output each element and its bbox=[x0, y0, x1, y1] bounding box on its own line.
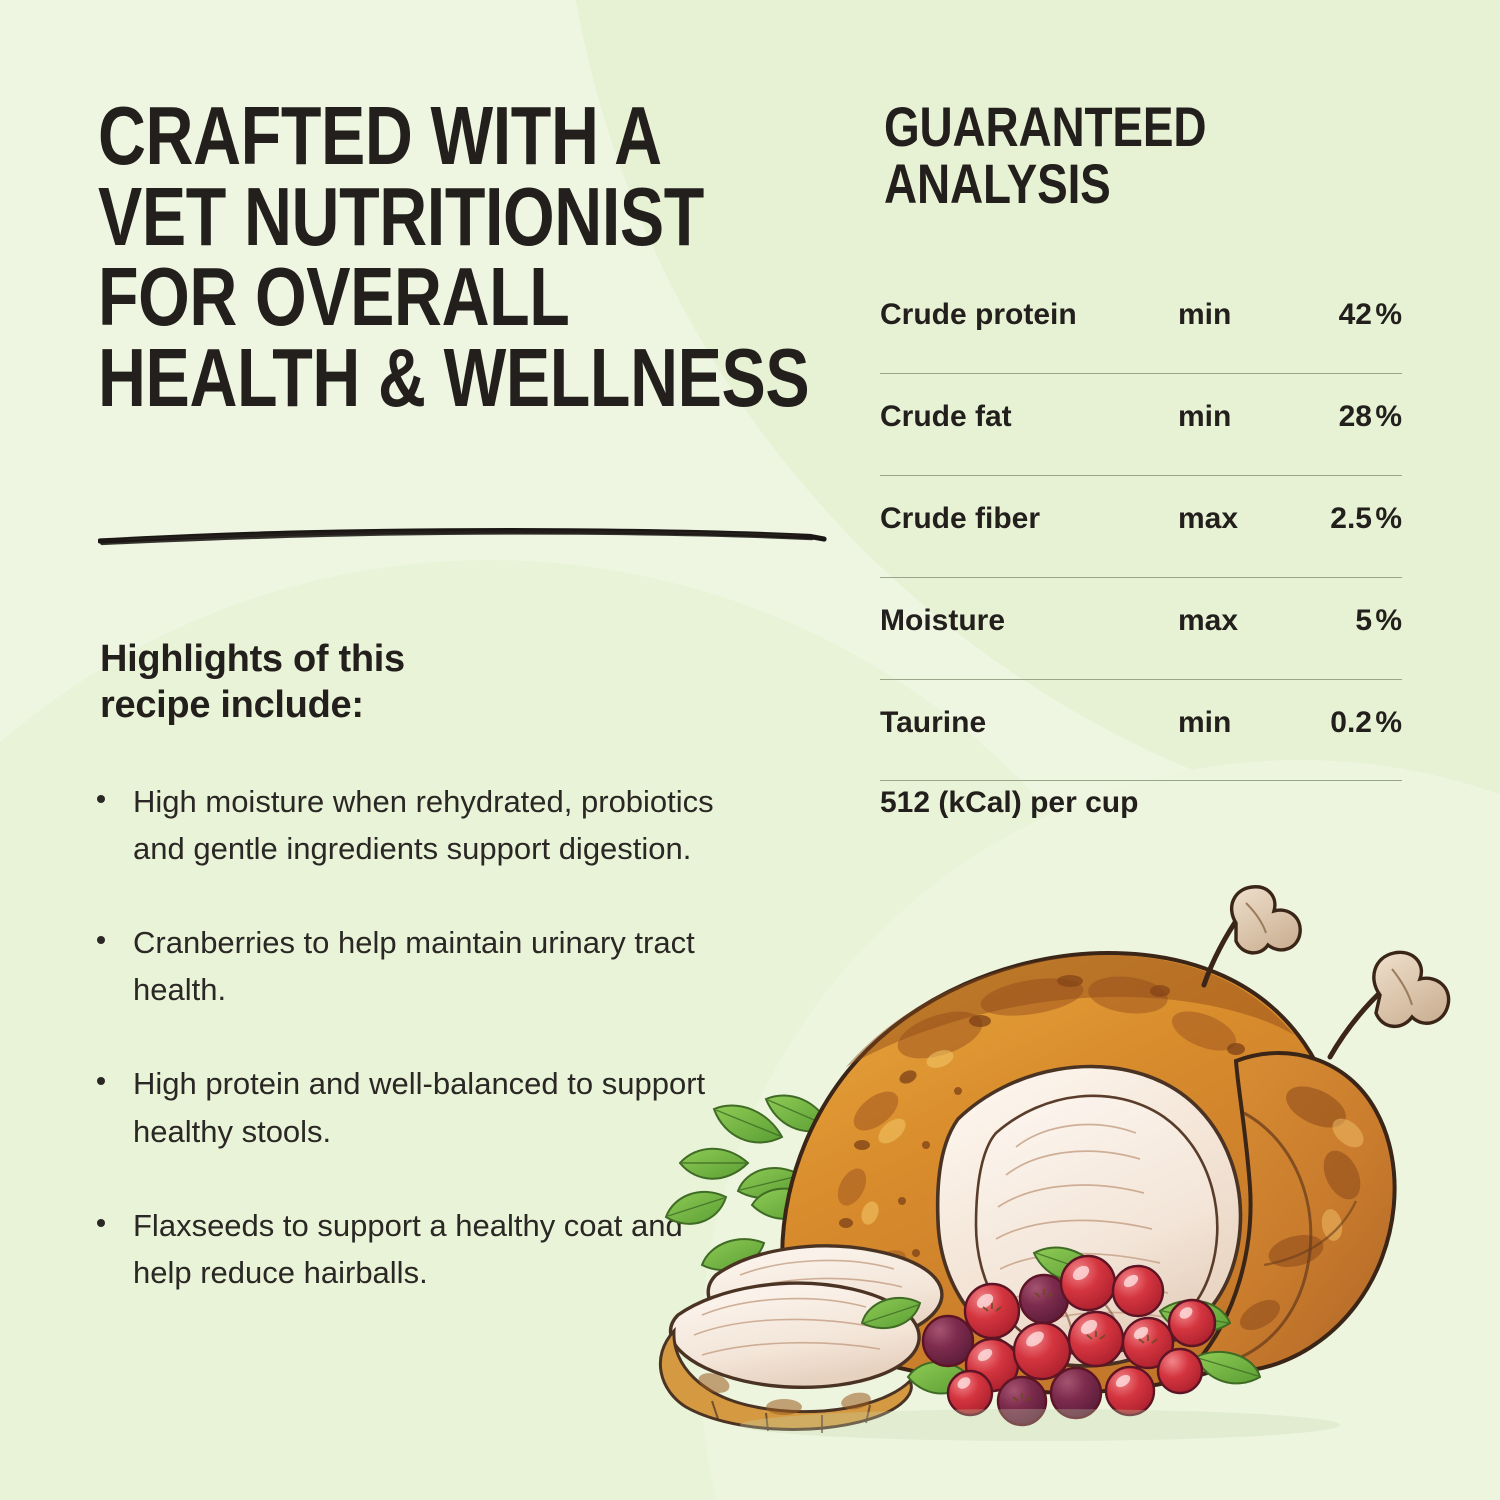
bullet-dot-icon bbox=[97, 1218, 105, 1227]
nutrient-name: Taurine bbox=[880, 706, 987, 739]
hand-drawn-divider bbox=[97, 522, 828, 548]
thigh-highlight bbox=[1321, 1118, 1364, 1241]
highlights-heading-line-1: Highlights of this bbox=[100, 638, 405, 680]
slice-base-lines bbox=[711, 1400, 871, 1433]
guaranteed-analysis-title: GUARANTEED ANALYSIS bbox=[884, 95, 1207, 216]
table-row: Taurine min 0.2 % bbox=[880, 679, 1402, 781]
table-row: Crude protein min 42 % bbox=[880, 272, 1402, 373]
ga-title-line-2: ANALYSIS bbox=[884, 152, 1111, 216]
headline-line-4: HEALTH & WELLNESS bbox=[98, 330, 810, 424]
headline-line-2: VET NUTRITIONIST bbox=[98, 169, 704, 263]
headline-block: CRAFTED WITH A VET NUTRITIONIST FOR OVER… bbox=[98, 89, 838, 424]
page-title: CRAFTED WITH A VET NUTRITIONIST FOR OVER… bbox=[98, 89, 810, 424]
bullet-dot-icon bbox=[97, 1077, 105, 1086]
nutrient-name: Crude fiber bbox=[880, 502, 1041, 535]
list-item-text: Flaxseeds to support a healthy coat and … bbox=[133, 1207, 683, 1290]
list-item: Cranberries to help maintain urinary tra… bbox=[96, 919, 716, 1013]
slice-base-texture bbox=[698, 1373, 871, 1415]
table-footer-divider bbox=[880, 780, 1402, 781]
highlights-list: High moisture when rehydrated, probiotic… bbox=[96, 778, 716, 1296]
nutrient-value: 5 bbox=[1355, 604, 1372, 637]
list-item: High protein and well-balanced to suppor… bbox=[96, 1060, 716, 1154]
nutrient-unit: % bbox=[1375, 502, 1402, 535]
drumstick-bone-right bbox=[1327, 950, 1451, 1060]
cranberry-calyx bbox=[982, 1289, 1158, 1402]
nutrient-name: Crude fat bbox=[880, 400, 1012, 433]
list-item-text: High moisture when rehydrated, probiotic… bbox=[133, 784, 714, 867]
headline-line-1: CRAFTED WITH A bbox=[98, 89, 662, 182]
nutrient-unit: % bbox=[1375, 400, 1402, 433]
calorie-statement: 512 (kCal) per cup bbox=[880, 786, 1139, 819]
nutrient-unit: % bbox=[1375, 298, 1402, 331]
nutrient-qualifier: max bbox=[1178, 604, 1239, 637]
nutrient-qualifier: max bbox=[1178, 502, 1239, 535]
cranberry-cluster bbox=[921, 1254, 1217, 1427]
composition-shadow bbox=[740, 1409, 1340, 1441]
nutrient-qualifier: min bbox=[1178, 298, 1232, 331]
table-row: Crude fat min 28 % bbox=[880, 373, 1402, 475]
ink-rule-icon bbox=[97, 528, 827, 546]
list-item-text: High protein and well-balanced to suppor… bbox=[133, 1066, 706, 1149]
cranberry-highlights bbox=[957, 1265, 1193, 1389]
headline-line-3: FOR OVERALL bbox=[98, 250, 570, 343]
list-item: Flaxseeds to support a healthy coat and … bbox=[96, 1202, 716, 1296]
nutrient-unit: % bbox=[1375, 706, 1402, 739]
roast-turkey-illustration bbox=[640, 845, 1460, 1445]
crust-shadow bbox=[846, 955, 1294, 1067]
bullet-dot-icon bbox=[97, 936, 105, 945]
list-item: High moisture when rehydrated, probiotic… bbox=[96, 778, 716, 872]
carved-slices bbox=[658, 1244, 944, 1433]
highlights-heading: Highlights of this recipe include: bbox=[100, 636, 620, 729]
roast-turkey-icon bbox=[658, 885, 1451, 1441]
nutrient-qualifier: min bbox=[1178, 400, 1232, 433]
nutrient-unit: % bbox=[1375, 604, 1402, 637]
table-row: Crude fiber max 2.5 % bbox=[880, 475, 1402, 577]
nutrient-value: 42 bbox=[1338, 298, 1372, 331]
bullet-dot-icon bbox=[97, 795, 105, 803]
nutrient-qualifier: min bbox=[1178, 706, 1232, 739]
list-item-text: Cranberries to help maintain urinary tra… bbox=[133, 925, 695, 1008]
thigh-crease bbox=[1231, 1111, 1313, 1363]
guaranteed-analysis-table: Crude protein min 42 % Crude fat min 28 … bbox=[880, 272, 1402, 781]
nutrient-name: Moisture bbox=[880, 604, 1006, 637]
thigh-crease-2 bbox=[1263, 1200, 1358, 1267]
drumstick-bone-left bbox=[1201, 885, 1302, 988]
nutrient-value: 28 bbox=[1338, 400, 1372, 433]
nutrient-name: Crude protein bbox=[880, 298, 1077, 331]
highlights-heading-line-2: recipe include: bbox=[100, 684, 364, 727]
nutrient-value: 2.5 bbox=[1330, 502, 1372, 535]
nutrient-value: 0.2 bbox=[1330, 706, 1372, 739]
ga-title-line-1: GUARANTEED bbox=[884, 95, 1207, 158]
table-row: Moisture max 5 % bbox=[880, 577, 1402, 679]
